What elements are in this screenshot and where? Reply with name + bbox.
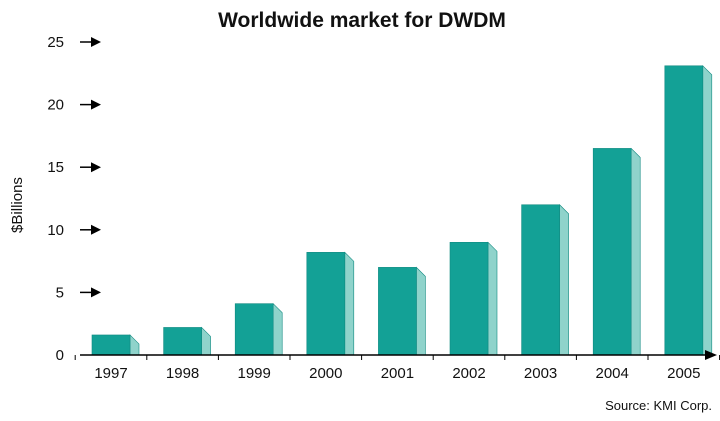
x-tick-label: 2002: [452, 365, 485, 382]
x-tick-label: 2000: [309, 365, 342, 382]
bar-front: [449, 242, 489, 356]
bar-side: [630, 147, 641, 356]
x-tick-label: 2005: [667, 365, 700, 382]
bar: [592, 147, 641, 356]
x-tick-label: 1998: [166, 365, 199, 382]
y-tick-label: 20: [47, 97, 64, 114]
bar: [163, 326, 211, 356]
y-axis-label: $Billions: [9, 177, 26, 233]
bar-side: [344, 251, 355, 356]
source-note: Source: KMI Corp.: [605, 398, 712, 413]
x-tick-label: 1997: [94, 365, 127, 382]
y-tick-label: 5: [56, 284, 64, 301]
bar: [234, 302, 283, 356]
bar-side: [702, 65, 713, 356]
bars: [91, 65, 713, 356]
bar-front: [234, 303, 274, 356]
bar: [449, 241, 498, 356]
y-tick-label: 15: [47, 159, 64, 176]
x-axis-tick-labels: 1997 1998 1999 2000 2001 2002 2003 2004 2005: [94, 365, 700, 382]
bar-front: [664, 65, 704, 356]
x-tick-label: 2001: [381, 365, 414, 382]
chart-title: Worldwide market for DWDM: [218, 9, 506, 32]
bar: [521, 204, 569, 356]
bar-side: [129, 334, 140, 356]
y-tick-arrow-icon: [91, 162, 101, 173]
bar: [664, 65, 713, 356]
bar-side: [272, 302, 283, 356]
bar: [378, 266, 426, 356]
y-tick-arrow-icon: [91, 37, 101, 47]
bar-front: [521, 204, 560, 356]
bar-side: [201, 326, 211, 356]
bar-front: [306, 252, 346, 356]
bar-side: [559, 204, 569, 356]
bar: [91, 334, 140, 356]
bar-side: [416, 266, 426, 356]
y-tick-arrow-icon: [91, 99, 101, 110]
x-tick-label: 1999: [238, 365, 271, 382]
y-tick-label: 25: [47, 34, 64, 51]
x-tick-label: 2003: [524, 365, 557, 382]
x-axis-arrow-icon: [705, 350, 717, 360]
y-tick-label: 0: [56, 347, 64, 364]
x-tick-label: 2004: [596, 365, 629, 382]
bar-front: [592, 148, 632, 356]
bar: [306, 251, 355, 356]
bar-front: [91, 334, 131, 356]
bar-front: [378, 267, 417, 356]
y-axis-ticks: 0 5 10 15 20 25: [47, 34, 101, 364]
y-tick-arrow-icon: [91, 224, 101, 235]
y-tick-label: 10: [47, 222, 64, 239]
y-tick-arrow-icon: [91, 287, 101, 298]
bar-front: [163, 327, 202, 356]
bar-side: [487, 241, 498, 356]
x-axis: [74, 350, 720, 360]
